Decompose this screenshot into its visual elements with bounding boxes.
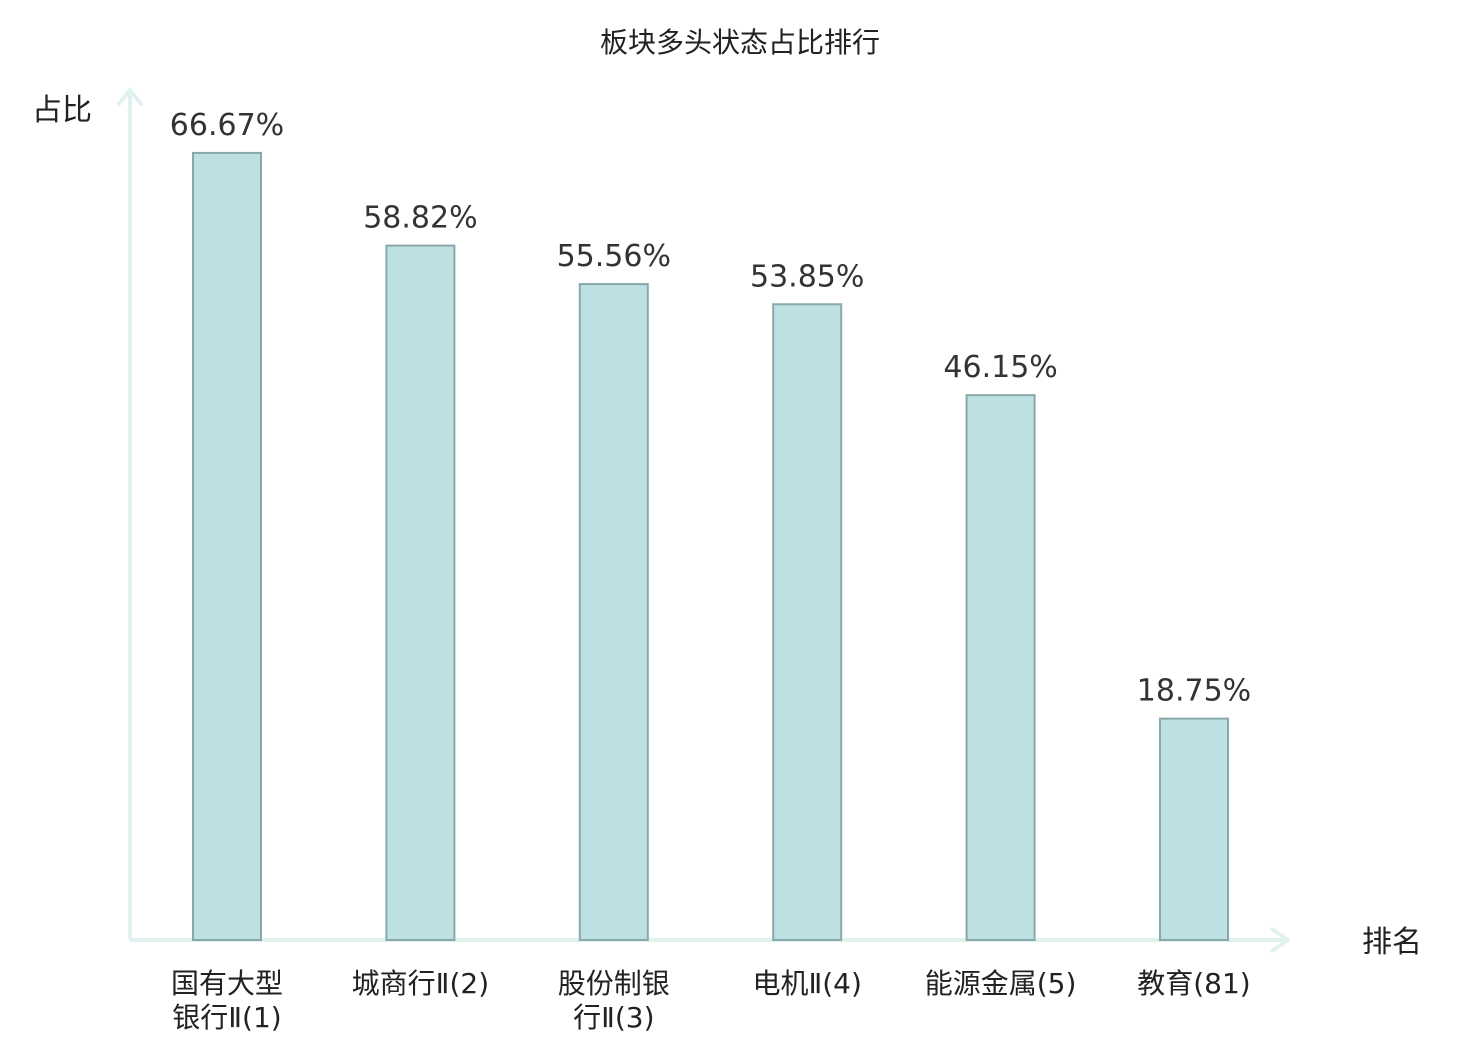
bar-6 (1159, 717, 1229, 941)
bar-2 (385, 244, 456, 941)
bar-1 (192, 151, 262, 942)
value-label-2: 58.82% (363, 201, 477, 236)
value-label-5: 46.15% (943, 350, 1057, 385)
value-label-4: 53.85% (750, 259, 864, 294)
value-labels: 66.67% 58.82% 55.56% 53.85% 46.15% 18.75% (170, 108, 1251, 709)
category-label-4: 电机Ⅱ(4) (752, 967, 861, 1000)
category-label-1: 国有大型银行Ⅱ(1) (171, 967, 283, 1034)
y-axis-label: 占比 (32, 93, 92, 128)
category-label-5: 能源金属(5) (925, 967, 1077, 1000)
category-labels: 国有大型银行Ⅱ(1) 城商行Ⅱ(2) 股份制银行Ⅱ(3) 电机Ⅱ(4) 能源金属(5) 教… (171, 967, 1251, 1034)
category-label-6: 教育(81) (1137, 967, 1250, 1000)
value-label-3: 55.56% (557, 239, 671, 274)
bar-4 (772, 303, 843, 942)
value-label-1: 66.67% (170, 108, 284, 143)
bar-3 (578, 283, 649, 942)
bar-series (192, 151, 1229, 942)
x-axis-arrow (1270, 927, 1290, 953)
category-label-3: 股份制银行Ⅱ(3) (558, 967, 670, 1034)
bar-5 (965, 394, 1036, 942)
category-label-2: 城商行Ⅱ(2) (352, 967, 489, 1000)
y-axis-arrow (117, 88, 143, 106)
value-label-6: 18.75% (1137, 674, 1251, 709)
x-axis-label: 排名 (1362, 925, 1422, 960)
chart-title: 板块多头状态占比排行 (600, 26, 880, 59)
